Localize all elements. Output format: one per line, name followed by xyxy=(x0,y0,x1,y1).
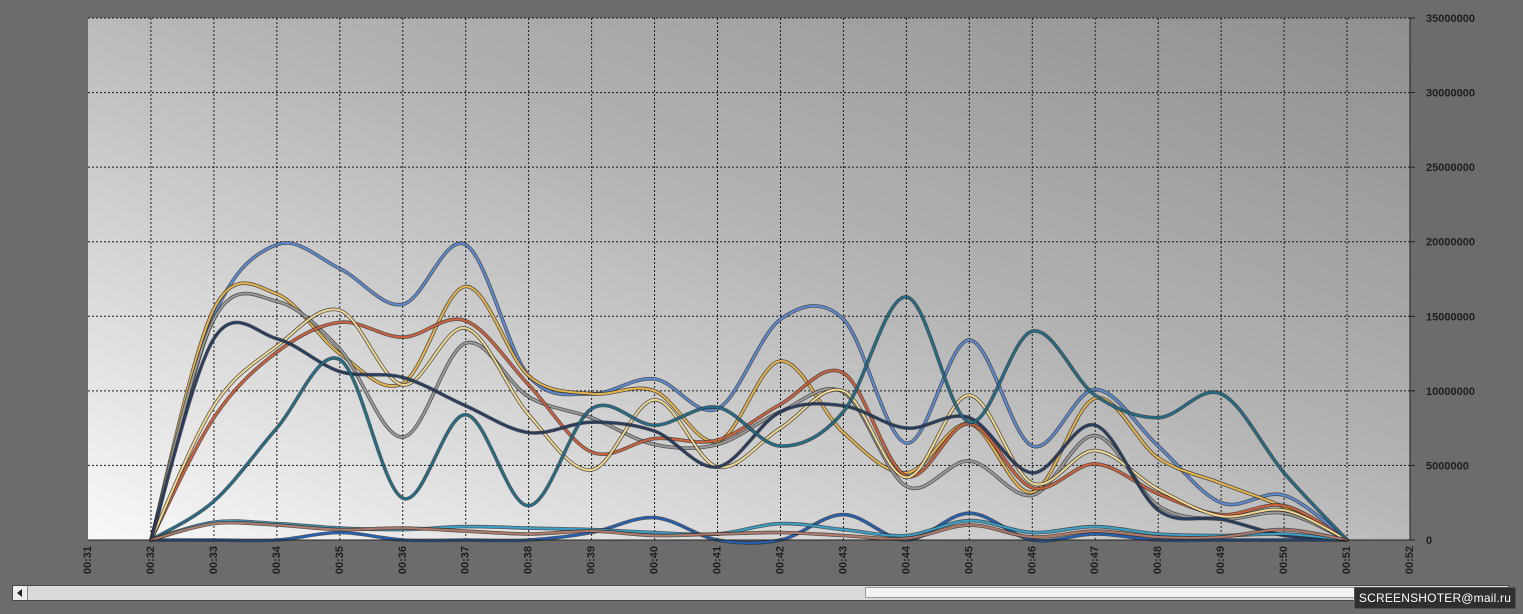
x-tick-label: 00:52 xyxy=(1404,546,1416,574)
plot-area xyxy=(88,18,1410,540)
y-tick-label: 20000000 xyxy=(1426,237,1475,249)
series-line-7 xyxy=(150,295,1348,541)
x-tick-label: 00:49 xyxy=(1215,546,1227,574)
x-tick-label: 00:40 xyxy=(649,546,661,574)
x-tick-label: 00:41 xyxy=(712,546,724,574)
y-tick-label: 25000000 xyxy=(1426,162,1475,174)
series-lines xyxy=(149,241,1349,545)
horizontal-scrollbar[interactable] xyxy=(12,585,1509,601)
y-tick-label: 10000000 xyxy=(1426,386,1475,398)
x-tick-label: 00:50 xyxy=(1278,546,1290,574)
x-tick-label: 00:31 xyxy=(82,546,94,574)
x-tick-labels: 00:31 00:32 00:33 00:34 00:35 00:36 00:37 00:38… xyxy=(82,545,1416,574)
y-tick-label: 30000000 xyxy=(1426,88,1475,100)
x-tick-label: 00:46 xyxy=(1026,546,1038,574)
x-tick-label: 00:51 xyxy=(1341,546,1353,574)
y-tick-label: 35000000 xyxy=(1426,13,1475,25)
series-line-2 xyxy=(150,282,1348,541)
watermark: SCREENSHOTER@mail.ru xyxy=(1354,587,1516,609)
x-tick-label: 00:35 xyxy=(334,546,346,574)
x-tick-label: 00:37 xyxy=(460,546,472,574)
scroll-left-button[interactable] xyxy=(13,586,28,600)
x-tick-label: 00:33 xyxy=(208,546,220,574)
series-line-10 xyxy=(150,521,1348,541)
series-line-8 xyxy=(150,512,1348,544)
y-tick-label: 0 xyxy=(1426,535,1432,547)
x-tick-label: 00:45 xyxy=(963,546,975,574)
grid xyxy=(88,17,1410,540)
y-tick-labels: 0 5000000 10000000 15000000 20000000 25000000… xyxy=(1410,13,1475,547)
y-tick-label: 5000000 xyxy=(1426,460,1469,472)
series-line-5 xyxy=(150,308,1348,541)
arrow-left-icon xyxy=(17,589,22,597)
x-tick-label: 00:43 xyxy=(837,546,849,574)
x-tick-label: 00:32 xyxy=(145,546,157,574)
x-tick-label: 00:39 xyxy=(586,546,598,574)
series-line-1 xyxy=(150,242,1348,541)
x-tick-label: 00:48 xyxy=(1152,546,1164,574)
x-tick-label: 00:38 xyxy=(523,546,535,574)
y-tick-label: 15000000 xyxy=(1426,311,1475,323)
x-tick-label: 00:36 xyxy=(397,546,409,574)
x-tick-label: 00:42 xyxy=(774,546,786,574)
x-tick-label: 00:47 xyxy=(1089,546,1101,574)
x-tick-label: 00:34 xyxy=(271,545,283,574)
x-tick-label: 00:44 xyxy=(900,545,912,574)
series-line-6 xyxy=(150,321,1348,541)
scroll-thumb[interactable] xyxy=(865,587,1365,598)
